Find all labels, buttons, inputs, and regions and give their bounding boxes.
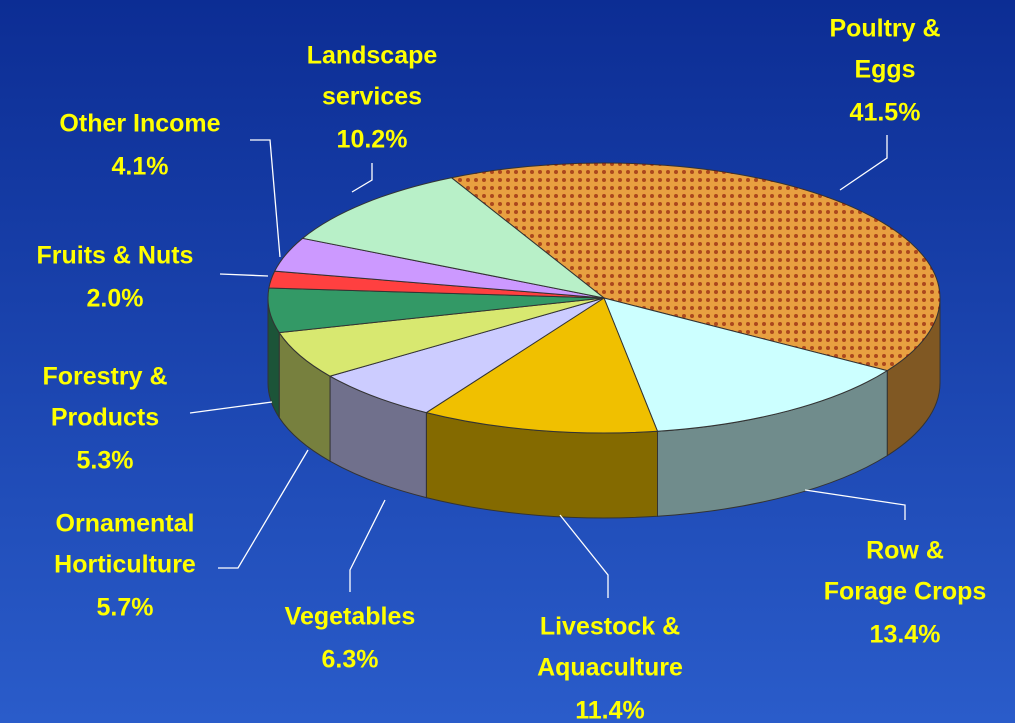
value-label: 41.5%	[850, 99, 921, 127]
value-label: 4.1%	[112, 153, 169, 181]
slice-texture	[451, 163, 940, 371]
labels: Poultry & Eggs 41.5% Row & Forage Crops 13.4%…	[37, 15, 987, 723]
value-label: 6.3%	[322, 646, 379, 674]
category-label: Horticulture	[54, 551, 196, 579]
value-label: 10.2%	[337, 126, 408, 154]
category-label: Aquaculture	[537, 654, 683, 682]
category-label: Landscape	[307, 42, 438, 70]
category-label: Products	[51, 404, 159, 432]
value-label: 5.3%	[77, 447, 134, 475]
category-label: Fruits & Nuts	[37, 242, 194, 270]
category-label: services	[322, 83, 422, 111]
category-label: Forage Crops	[824, 578, 987, 606]
slice	[328, 297, 605, 414]
value-label: 2.0%	[87, 285, 144, 313]
leader-line	[559, 514, 609, 598]
category-label: Livestock &	[540, 613, 680, 641]
value-label: 5.7%	[97, 594, 154, 622]
category-label: Row &	[866, 537, 944, 565]
leader-line	[349, 499, 386, 592]
leader-line	[219, 273, 269, 277]
category-label: Poultry &	[829, 15, 940, 43]
category-label: Eggs	[854, 56, 915, 84]
category-label: Vegetables	[285, 603, 416, 631]
value-label: 13.4%	[870, 621, 941, 649]
pie	[267, 162, 941, 519]
leader-line	[351, 163, 373, 193]
leader-line	[839, 135, 888, 191]
slice	[301, 177, 605, 299]
slice	[425, 297, 659, 434]
value-label: 11.4%	[575, 697, 645, 723]
leader-line	[804, 489, 906, 520]
category-label: Forestry &	[42, 363, 167, 391]
leader-line	[250, 139, 281, 258]
slice	[603, 297, 889, 432]
category-label: Ornamental	[56, 510, 195, 538]
leader-line	[218, 449, 309, 569]
category-label: Other Income	[59, 110, 220, 138]
leader-line	[189, 401, 273, 414]
